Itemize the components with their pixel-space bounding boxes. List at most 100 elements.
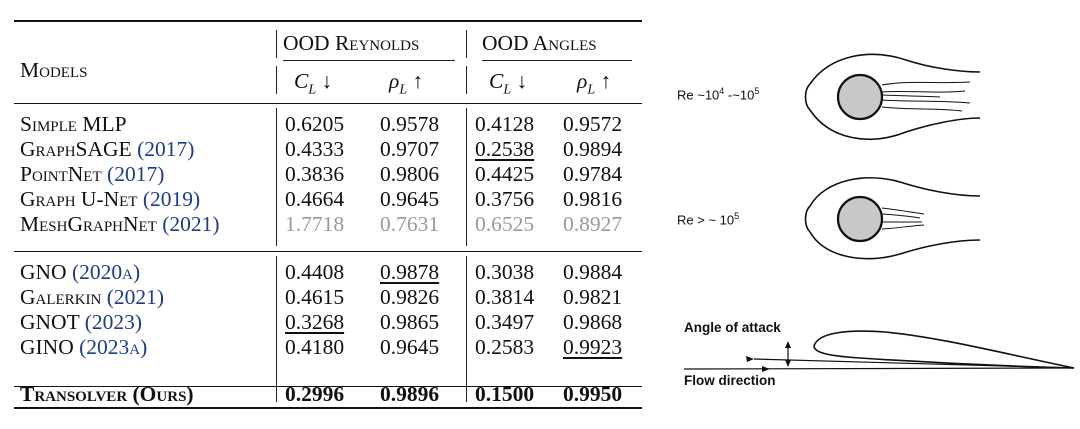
table-cell: 0.9884 [563, 260, 623, 284]
table-cell: 0.9806 [380, 162, 440, 186]
model-label: GraphSAGE [20, 137, 132, 161]
table-cell: 0.4664 [285, 187, 345, 211]
table-cell: 0.9826 [380, 285, 440, 309]
group-rule [14, 251, 642, 252]
citation: (2017) [101, 162, 165, 186]
group-underline [482, 60, 632, 61]
table-cell: 0.9896 [380, 382, 440, 406]
table-cell: 0.3497 [475, 310, 535, 334]
table-cell: 0.7631 [380, 212, 440, 236]
citation: (2023a) [73, 335, 148, 359]
group-underline [283, 60, 455, 61]
model-label: Graph U-Net [20, 187, 138, 211]
cl-header: CL ↓ [294, 69, 333, 98]
model-label: GNOT [20, 310, 80, 334]
reynolds-low-label: Re ~104 -~105 [677, 86, 760, 103]
top-rule [14, 20, 642, 22]
header-rule [14, 103, 642, 104]
model-label: Simple MLP [20, 112, 127, 136]
model-label: Galerkin [20, 285, 102, 309]
header-divider [466, 30, 467, 58]
models-header: Models [20, 58, 88, 82]
citation-year: 2017 [114, 162, 158, 186]
table-cell: 0.9894 [563, 137, 623, 161]
citation: (2019) [137, 187, 201, 211]
model-name: GNOT (2023) [20, 309, 142, 335]
reynolds-high-label: Re > ~ 105 [677, 211, 740, 228]
flow-diagram [683, 53, 1075, 372]
rho-header: ρL ↑ [389, 69, 424, 98]
table-cell: 0.3268 [285, 310, 345, 334]
table-cell: 0.9572 [563, 112, 623, 136]
table-cell: 0.3756 [475, 187, 535, 211]
model-name: Graph U-Net (2019) [20, 186, 200, 212]
column-divider [466, 378, 467, 402]
model-name: PointNet (2017) [20, 161, 164, 187]
cylinder-high-re [804, 177, 981, 260]
table-cell: 0.4425 [475, 162, 535, 186]
model-name: MeshGraphNet (2021) [20, 211, 220, 237]
table-cell: 0.9868 [563, 310, 623, 334]
model-label: PointNet [20, 162, 102, 186]
citation-year: 2023a [86, 335, 141, 359]
model-label: MeshGraphNet [20, 212, 157, 236]
table-cell: 0.3814 [475, 285, 535, 309]
column-divider [466, 108, 467, 246]
flow-direction-label: Flow direction [684, 373, 776, 388]
table-cell: 0.9878 [380, 260, 440, 284]
results-table: Models OOD Reynolds OOD Angles CL ↓ ρL ↑… [14, 20, 642, 409]
bottom-rule [14, 407, 642, 409]
table-cell: 0.4408 [285, 260, 345, 284]
angle-of-attack-label: Angle of attack [684, 320, 781, 335]
table-cell: 0.9865 [380, 310, 440, 334]
table-cell: 0.9821 [563, 285, 623, 309]
cylinder-low-re [804, 53, 981, 140]
model-name: GNO (2020a) [20, 259, 140, 285]
table-cell: 0.6525 [475, 212, 535, 236]
citation-year: 2017 [144, 137, 188, 161]
model-name: GINO (2023a) [20, 334, 147, 360]
cl-header: CL ↓ [489, 69, 528, 98]
model-name: Simple MLP [20, 111, 127, 137]
table-cell: 0.9784 [563, 162, 623, 186]
citation-year: 2021 [113, 285, 157, 309]
citation: (2021) [101, 285, 165, 309]
table-cell: 0.1500 [475, 382, 535, 406]
rho-header: ρL ↑ [577, 69, 612, 98]
citation: (2021) [156, 212, 220, 236]
table-cell: 0.9816 [563, 187, 623, 211]
column-divider [466, 256, 467, 380]
citation-year: 2019 [150, 187, 193, 211]
table-cell: 0.9645 [380, 187, 440, 211]
citation-year: 2023 [91, 310, 135, 334]
citation: (2023) [79, 310, 143, 334]
header-divider [466, 66, 467, 94]
table-cell: 0.3038 [475, 260, 535, 284]
ood-reynolds-header: OOD Reynolds [283, 31, 420, 55]
model-name: Transolver (Ours) [20, 381, 194, 407]
citation-year: 2020a [79, 260, 133, 284]
column-divider [276, 256, 277, 380]
table-cell: 0.9645 [380, 335, 440, 359]
table-cell: 0.2538 [475, 137, 535, 161]
table-cell: 0.4128 [475, 112, 535, 136]
table-cell: 0.8927 [563, 212, 623, 236]
table-cell: 0.9707 [380, 137, 440, 161]
table-cell: 0.9950 [563, 382, 623, 406]
header-divider [276, 30, 277, 58]
citation: (2020a) [66, 260, 141, 284]
group-rule [14, 386, 642, 387]
header-divider [276, 66, 277, 94]
citation: (2017) [131, 137, 195, 161]
table-cell: 0.9578 [380, 112, 440, 136]
table-cell: 0.9923 [563, 335, 623, 359]
model-name: Galerkin (2021) [20, 284, 164, 310]
table-cell: 0.4333 [285, 137, 345, 161]
model-name: GraphSAGE (2017) [20, 136, 194, 162]
table-cell: 0.3836 [285, 162, 345, 186]
table-cell: 0.2583 [475, 335, 535, 359]
table-cell: 0.4180 [285, 335, 345, 359]
airfoil [683, 330, 1075, 372]
table-cell: 0.2996 [285, 382, 345, 406]
table-cell: 0.4615 [285, 285, 345, 309]
